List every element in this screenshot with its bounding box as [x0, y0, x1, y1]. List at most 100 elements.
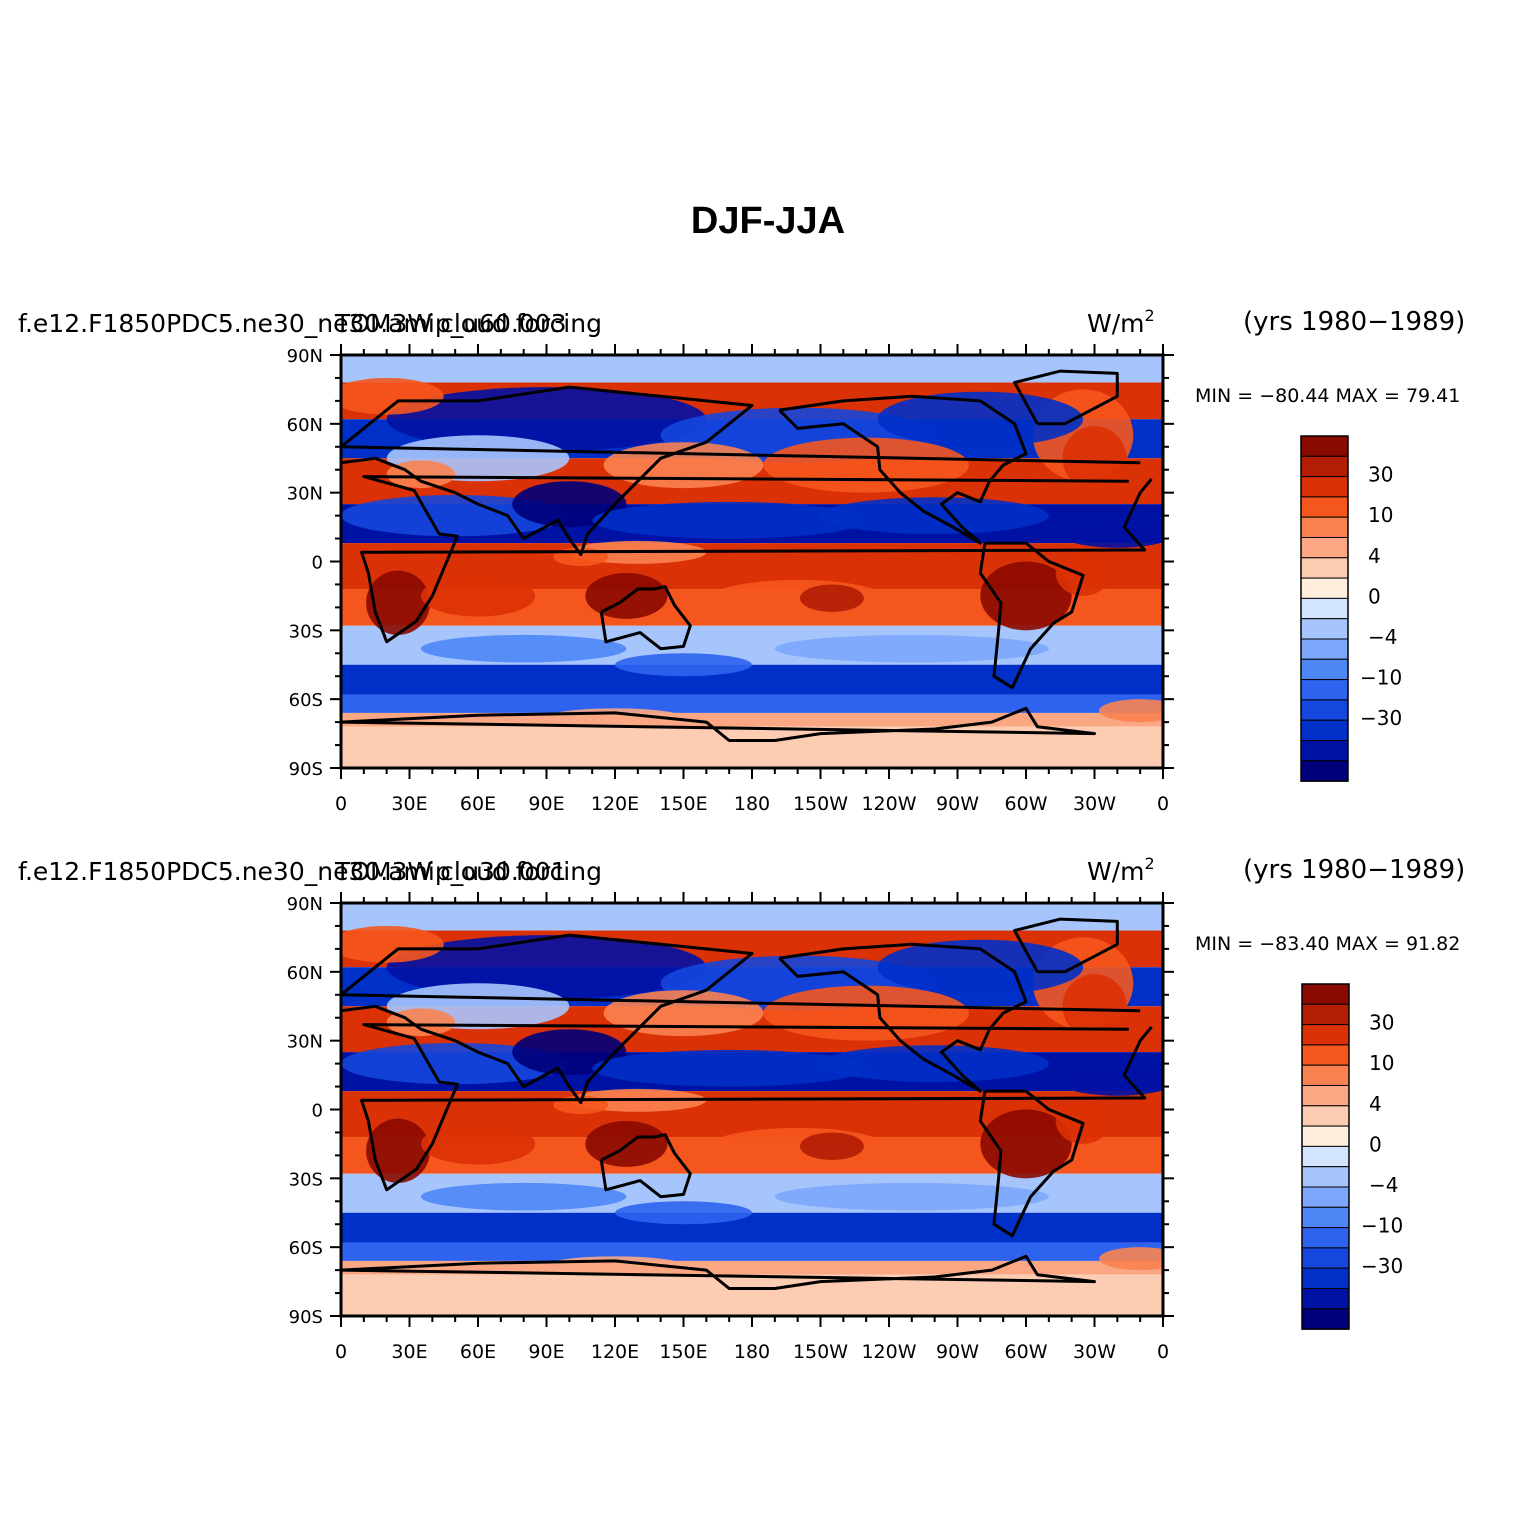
lat-tick-label: 30N [287, 484, 323, 505]
lat-tick-label: 0 [312, 1101, 323, 1122]
colorbar-tick-label: −4 [1369, 1173, 1398, 1197]
colorbar-swatch [1301, 1186, 1350, 1208]
colorbar-tick-label: 4 [1368, 544, 1381, 568]
lat-tick-label: 60S [289, 1238, 323, 1259]
variable-label: TOM3W cloud forcing [334, 309, 602, 338]
colorbar-swatch [1300, 435, 1349, 457]
years-label: (yrs 1980−1989) [1243, 307, 1465, 337]
map-field [341, 903, 1163, 1316]
colorbar-swatch [1300, 760, 1349, 782]
lat-tick-label: 30S [289, 621, 323, 642]
lat-tick-label: 0 [312, 553, 323, 574]
colorbar-swatch [1301, 1085, 1350, 1107]
lon-tick-label: 0 [1157, 1341, 1169, 1363]
min-max-stats: MIN = −80.44 MAX = 79.41 [1195, 385, 1460, 407]
colorbar-swatch [1301, 1105, 1350, 1127]
lon-tick-label: 180 [734, 1341, 770, 1363]
colorbar-swatch [1301, 1247, 1350, 1269]
min-max-stats: MIN = −83.40 MAX = 91.82 [1195, 933, 1460, 955]
map-panel-bottom: f.e12.F1850PDC5.ne30_ne30.amip_u30.001 T… [18, 854, 1465, 1363]
lon-tick-label: 90E [528, 1341, 564, 1363]
lon-tick-label: 60W [1005, 793, 1048, 815]
colorbar-swatch [1300, 618, 1349, 640]
colorbar-swatch [1300, 638, 1349, 660]
years-label: (yrs 1980−1989) [1243, 855, 1465, 885]
colorbar-tick-label: 30 [1369, 1011, 1394, 1035]
lon-tick-label: 60E [460, 793, 496, 815]
colorbar-swatch [1301, 1145, 1350, 1168]
lat-tick-label: 90S [289, 1307, 323, 1328]
map-axes: 90N 60N 30N 0 30S 60S 90S 0 30E 60E 90E 120E 150E 180… [287, 892, 1174, 1363]
lon-tick-label: 120E [591, 793, 639, 815]
map-panel-top: f.e12.F1850PDC5.ne30_ne30.amip_u60.003 T… [18, 306, 1465, 815]
figure-title: DJF-JJA [690, 200, 846, 242]
colorbar-tick-label: −10 [1360, 666, 1402, 690]
lon-tick-label: 150W [793, 793, 848, 815]
colorbar-swatch [1301, 1003, 1350, 1026]
lat-tick-label: 60N [287, 415, 323, 436]
lon-tick-label: 60E [460, 1341, 496, 1363]
lon-tick-label: 150E [659, 1341, 707, 1363]
colorbar-tick-label: −10 [1361, 1214, 1403, 1238]
colorbar-swatch [1301, 1267, 1350, 1290]
lon-tick-label: 120E [591, 1341, 639, 1363]
colorbar-swatch [1301, 1288, 1350, 1310]
colorbar-tick-label: −4 [1368, 625, 1397, 649]
lon-tick-label: 0 [1157, 793, 1169, 815]
colorbar-swatch [1300, 699, 1349, 721]
lon-tick-label: 30E [391, 1341, 427, 1363]
colorbar-swatch [1301, 1166, 1350, 1188]
colorbar-swatch [1301, 983, 1350, 1005]
colorbar-swatch [1301, 1125, 1350, 1147]
lon-tick-label: 180 [734, 793, 770, 815]
colorbar-swatch [1300, 516, 1349, 538]
lat-tick-label: 60N [287, 963, 323, 984]
lat-tick-label: 60S [289, 690, 323, 711]
lon-tick-label: 90W [936, 1341, 979, 1363]
lat-tick-label: 90N [287, 346, 323, 367]
colorbar-swatch [1300, 597, 1349, 620]
case-name-label: f.e12.F1850PDC5.ne30_ne30.amip_u30.001 [18, 857, 567, 886]
colorbar: 30 10 4 0 −4 −10 −30 [1300, 435, 1402, 782]
colorbar-tick-label: 10 [1369, 1051, 1394, 1075]
colorbar-swatch [1300, 577, 1349, 599]
colorbar-swatch [1300, 740, 1349, 762]
lat-tick-label: 30S [289, 1169, 323, 1190]
lat-tick-label: 90N [287, 894, 323, 915]
colorbar-swatch [1300, 658, 1349, 681]
colorbar-swatch [1300, 537, 1349, 559]
colorbar-swatch [1300, 496, 1349, 518]
colorbar-swatch [1300, 679, 1349, 701]
colorbar-swatch [1300, 476, 1349, 498]
lon-tick-label: 0 [335, 1341, 347, 1363]
units-label: W/m2 [1087, 306, 1155, 338]
lon-tick-label: 150W [793, 1341, 848, 1363]
units-label: W/m2 [1087, 854, 1155, 886]
lon-tick-label: 30W [1073, 793, 1116, 815]
map-axes: 90N 60N 30N 0 30S 60S 90S 0 30E 60E 90E 120E 150E 180… [287, 344, 1174, 815]
colorbar-swatch [1300, 557, 1349, 579]
map-field [341, 355, 1163, 768]
lon-tick-label: 30W [1073, 1341, 1116, 1363]
colorbar-swatch [1301, 1308, 1350, 1330]
colorbar-swatch [1301, 1064, 1350, 1086]
colorbar-swatch [1300, 719, 1349, 742]
colorbar-tick-label: 30 [1368, 463, 1393, 487]
lon-tick-label: 30E [391, 793, 427, 815]
colorbar-tick-label: 0 [1369, 1132, 1382, 1156]
variable-label: TOM3W cloud forcing [334, 857, 602, 886]
colorbar-tick-label: 4 [1369, 1092, 1382, 1116]
lon-tick-label: 0 [335, 793, 347, 815]
colorbar-swatch [1301, 1024, 1350, 1046]
lon-tick-label: 90E [528, 793, 564, 815]
colorbar-tick-label: −30 [1361, 1254, 1403, 1278]
colorbar-swatch [1301, 1227, 1350, 1249]
colorbar-tick-label: 0 [1368, 584, 1381, 608]
colorbar-swatch [1300, 455, 1349, 478]
lon-tick-label: 120W [861, 1341, 916, 1363]
colorbar-tick-label: −30 [1360, 706, 1402, 730]
colorbar-swatch [1301, 1044, 1350, 1066]
lon-tick-label: 60W [1005, 1341, 1048, 1363]
lon-tick-label: 120W [861, 793, 916, 815]
lat-tick-label: 90S [289, 759, 323, 780]
